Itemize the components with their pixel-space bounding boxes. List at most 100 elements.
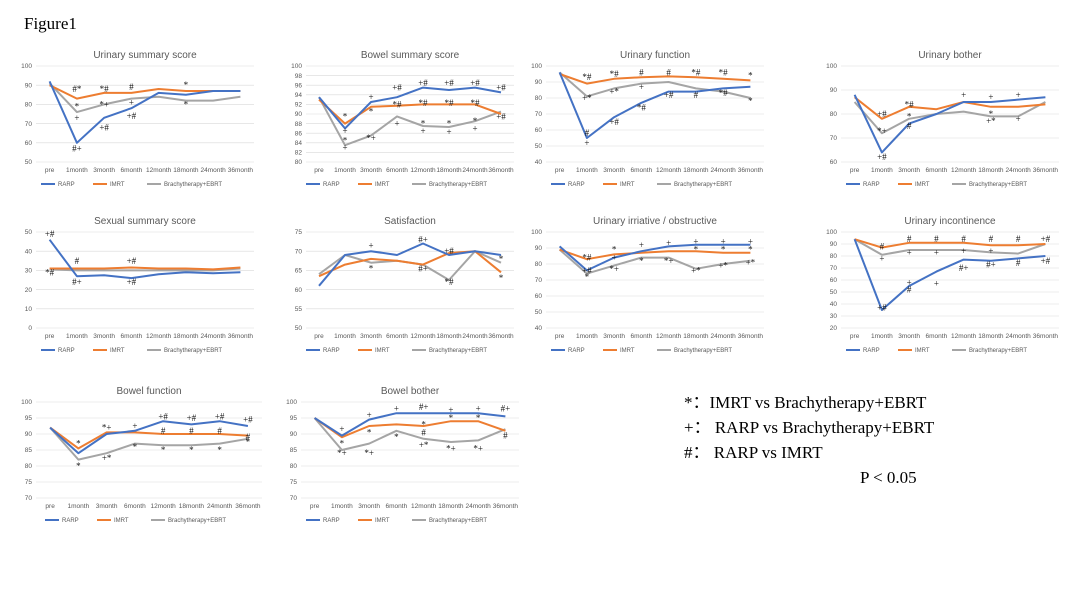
x-tick-label: 12month bbox=[146, 333, 172, 340]
significance-marker: *# bbox=[905, 99, 915, 109]
x-tick-label: 3month bbox=[603, 333, 625, 340]
x-tick-label: pre bbox=[314, 167, 324, 174]
significance-marker: *# bbox=[471, 98, 481, 108]
significance-marker: + bbox=[961, 246, 966, 256]
x-tick-label: 1month bbox=[576, 167, 598, 174]
significance-marker: *+ bbox=[366, 133, 376, 143]
legend-label: IMRT bbox=[375, 518, 390, 524]
significance-marker: +* bbox=[746, 257, 756, 267]
significance-marker: + bbox=[339, 424, 344, 434]
legend-label: Brachytherapy+EBRT bbox=[969, 348, 1027, 354]
x-tick-label: pre bbox=[45, 503, 55, 510]
x-tick-label: 12month bbox=[951, 333, 977, 340]
legend-label: IMRT bbox=[375, 182, 390, 188]
significance-marker: +# bbox=[127, 256, 137, 266]
significance-marker: +# bbox=[127, 111, 137, 121]
chart-title: Sexual summary score bbox=[94, 216, 196, 227]
x-tick-label: pre bbox=[555, 333, 565, 340]
series-line-rarp bbox=[49, 420, 249, 455]
legend-label: IMRT bbox=[915, 348, 930, 354]
significance-marker: *# bbox=[445, 98, 455, 108]
x-tick-label: 3month bbox=[93, 333, 115, 340]
y-tick-label: 80 bbox=[535, 261, 543, 268]
y-tick-label: 80 bbox=[290, 463, 298, 470]
y-tick-label: 50 bbox=[535, 143, 543, 150]
series-line-imrt bbox=[853, 96, 1046, 120]
significance-marker: *+ bbox=[102, 423, 112, 433]
significance-marker: +# bbox=[444, 78, 454, 88]
significance-marker: * bbox=[449, 413, 454, 423]
significance-marker: +# bbox=[877, 109, 887, 119]
chart-title: Urinary irriative / obstructive bbox=[593, 216, 717, 227]
significance-marker: * bbox=[748, 71, 753, 81]
x-tick-label: 1month bbox=[334, 167, 356, 174]
significance-marker: +# bbox=[496, 111, 506, 121]
significance-marker: + bbox=[934, 279, 939, 289]
significance-marker: #+ bbox=[418, 235, 428, 245]
series-line-brachytherapy-ebrt bbox=[318, 96, 502, 147]
significance-marker: + bbox=[721, 237, 726, 247]
x-tick-label: 36month bbox=[1033, 167, 1059, 174]
legend-label: Brachytherapy+EBRT bbox=[429, 518, 487, 524]
significance-marker: # bbox=[934, 234, 939, 244]
significance-marker: + bbox=[1016, 114, 1021, 124]
significance-marker: *+ bbox=[664, 256, 674, 266]
significance-marker: +# bbox=[45, 229, 55, 239]
chart-bowel-summary-score: Bowel summary score 80 82 84 86 88 90 92 94 96 98 1… bbox=[291, 50, 514, 188]
x-tick-label: 24month bbox=[1005, 333, 1031, 340]
chart-urinary-function: Urinary function 40 50 60 70 80 90 100 pre 1month… bbox=[531, 50, 764, 188]
legend-label: IMRT bbox=[620, 182, 635, 188]
y-tick-label: 80 bbox=[535, 95, 543, 102]
significance-marker: + bbox=[394, 403, 399, 413]
x-tick-label: 36month bbox=[738, 167, 764, 174]
x-tick-label: 18month bbox=[683, 167, 709, 174]
significance-marker: + bbox=[988, 246, 993, 256]
significance-marker: +# bbox=[1041, 256, 1051, 266]
y-tick-label: 82 bbox=[295, 150, 303, 157]
significance-marker: # bbox=[217, 426, 222, 436]
legend-label: IMRT bbox=[375, 348, 390, 354]
y-tick-label: 80 bbox=[295, 159, 303, 166]
series-line-imrt bbox=[318, 98, 502, 125]
series-line-brachytherapy-ebrt bbox=[854, 238, 1046, 256]
x-tick-label: 12month bbox=[410, 333, 436, 340]
series-line-imrt bbox=[314, 417, 506, 439]
legend-label: RARP bbox=[568, 348, 585, 354]
chart-urinary-irritative-obstructive: Urinary irriative / obstructive 40 50 60 70 8… bbox=[531, 216, 764, 354]
x-tick-label: 24month bbox=[710, 167, 736, 174]
y-tick-label: 100 bbox=[21, 399, 32, 406]
significance-marker: * bbox=[184, 80, 189, 90]
y-tick-label: 60 bbox=[535, 293, 543, 300]
significance-marker: +# bbox=[582, 265, 592, 275]
significance-marker: + bbox=[666, 238, 671, 248]
y-tick-label: 92 bbox=[295, 102, 303, 109]
series-line-rarp bbox=[853, 238, 1046, 311]
y-tick-label: 50 bbox=[295, 325, 303, 332]
y-tick-label: 40 bbox=[25, 248, 33, 255]
y-tick-label: 70 bbox=[830, 265, 838, 272]
significance-marker: +* bbox=[986, 116, 996, 126]
chart-urinary-summary-score: Urinary summary score 50 60 70 80 90 100 pre 1mo… bbox=[21, 50, 254, 188]
x-tick-label: 3month bbox=[358, 503, 380, 510]
chart-sexual-summary-score: Sexual summary score 0 10 20 30 40 50 pre 1month… bbox=[25, 216, 254, 354]
chart-title: Bowel summary score bbox=[361, 50, 460, 61]
x-tick-label: 24month bbox=[465, 503, 491, 510]
significance-marker: +# bbox=[1041, 234, 1051, 244]
y-tick-label: 95 bbox=[290, 415, 298, 422]
x-tick-label: 24month bbox=[200, 167, 226, 174]
series-line-brachytherapy-ebrt bbox=[558, 71, 751, 99]
y-tick-label: 40 bbox=[830, 301, 838, 308]
significance-marker: * bbox=[343, 135, 348, 145]
significance-marker: # bbox=[639, 67, 644, 77]
legend-label: IMRT bbox=[915, 182, 930, 188]
significance-marker: + bbox=[368, 240, 373, 250]
significance-marker: *+ bbox=[446, 443, 456, 453]
significance-marker: * bbox=[367, 427, 372, 437]
series-line-rarp bbox=[318, 242, 502, 287]
x-tick-label: 18month bbox=[436, 333, 462, 340]
significance-marker: *# bbox=[445, 277, 455, 287]
series-line-imrt bbox=[49, 426, 248, 450]
significance-marker: +# bbox=[243, 415, 253, 425]
x-tick-label: 6month bbox=[121, 167, 143, 174]
significance-marker: + bbox=[639, 240, 644, 250]
